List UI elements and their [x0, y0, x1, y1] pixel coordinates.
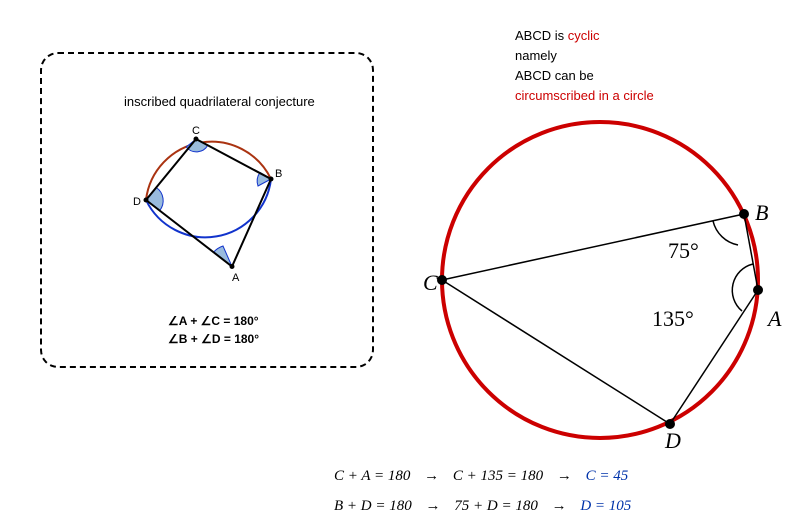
- be1-p2: C + 135 = 180: [453, 468, 543, 484]
- vertex-a: A: [232, 272, 240, 284]
- label-a: A: [768, 306, 781, 332]
- angle-b-text: 75°: [668, 238, 699, 264]
- arrow-icon: →: [547, 468, 582, 484]
- conjecture-panel: inscribed quadrilateral conjecture C B A…: [40, 52, 374, 368]
- header-line2: namely: [515, 48, 557, 63]
- left-diagram: C B A D: [122, 114, 302, 304]
- angle-a-text: 135°: [652, 306, 694, 332]
- be1-p3: C = 45: [586, 468, 629, 484]
- header-line1-prefix: ABCD is: [515, 28, 568, 43]
- header-line3: ABCD can be: [515, 68, 594, 83]
- eq-b-plus-d: ∠B + ∠D = 180°: [168, 332, 259, 346]
- eq-a-plus-c: ∠A + ∠C = 180°: [168, 314, 259, 328]
- bottom-eq-2: B + D = 180 → 75 + D = 180 → D = 105: [334, 498, 631, 515]
- vertex-c: C: [192, 125, 200, 137]
- arrow-icon: →: [542, 498, 577, 514]
- be2-p2: 75 + D = 180: [454, 498, 538, 514]
- label-c: C: [423, 270, 438, 296]
- conjecture-title: inscribed quadrilateral conjecture: [124, 94, 315, 109]
- be2-p3: D = 105: [580, 498, 631, 514]
- label-d: D: [665, 428, 681, 454]
- arrow-icon: →: [416, 498, 451, 514]
- bottom-eq-1: C + A = 180 → C + 135 = 180 → C = 45: [334, 468, 628, 485]
- label-b: B: [755, 200, 768, 226]
- right-diagram: [430, 100, 790, 460]
- vertex-d: D: [133, 196, 141, 208]
- header-line1-red: cyclic: [568, 28, 600, 43]
- vertex-b: B: [275, 168, 282, 180]
- be2-p1: B + D = 180: [334, 498, 412, 514]
- be1-p1: C + A = 180: [334, 468, 410, 484]
- header-line1: ABCD is cyclic: [515, 28, 600, 43]
- arrow-icon: →: [414, 468, 449, 484]
